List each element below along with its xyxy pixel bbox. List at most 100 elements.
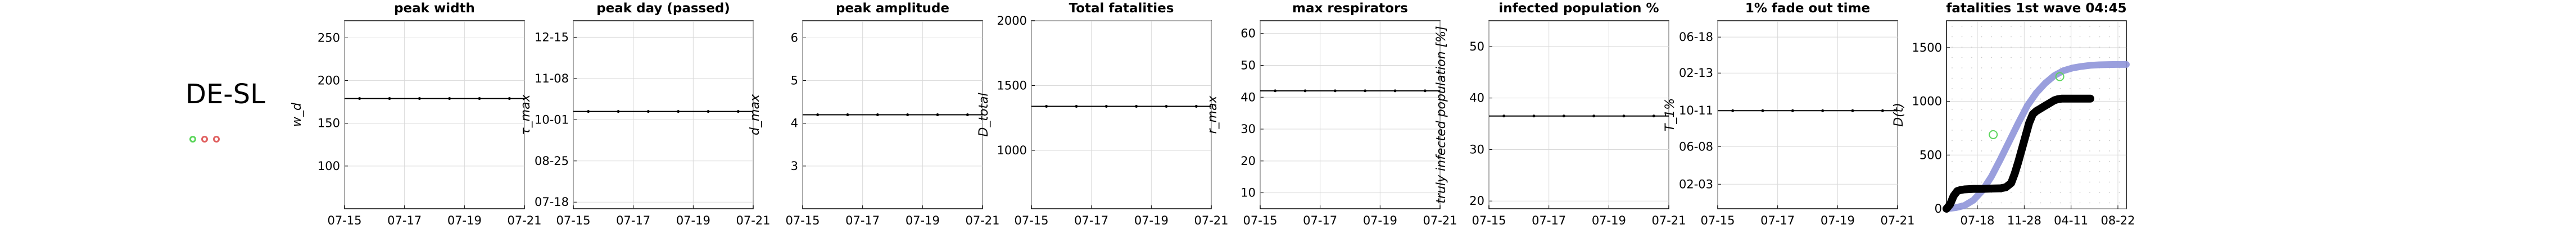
- bg-dot: [2030, 202, 2031, 204]
- bg-dot: [1991, 77, 1992, 79]
- bg-dot: [1991, 202, 1992, 204]
- bg-dot: [1991, 160, 1992, 162]
- bg-dot: [2118, 150, 2120, 152]
- data-point-4-3: [1364, 89, 1367, 93]
- plot-frame-6: [1717, 20, 1898, 209]
- bg-dot: [2089, 160, 2090, 162]
- bg-dot: [2079, 77, 2081, 79]
- chart-title-7: fatalities 1st wave 04:45: [1946, 1, 2126, 16]
- y-tick-label-1-3: 11-08: [535, 72, 569, 85]
- bg-dot: [2000, 140, 2002, 141]
- bg-dot: [2040, 57, 2041, 58]
- bg-dot: [2050, 171, 2051, 172]
- bg-dot: [1971, 140, 1972, 141]
- bg-dot: [2059, 67, 2061, 68]
- data-point-2-2: [876, 113, 879, 116]
- bg-dot: [2020, 77, 2022, 79]
- y-tick-label-4-3: 40: [1241, 90, 1256, 104]
- bg-dot: [2020, 171, 2022, 172]
- bg-dot: [2070, 160, 2071, 162]
- x-tick-label-3-2: 07-19: [1134, 214, 1169, 227]
- bg-dot: [2070, 88, 2071, 89]
- bg-dot: [1961, 171, 1963, 172]
- bg-dot: [2079, 26, 2081, 27]
- bg-dot: [2109, 119, 2110, 121]
- bg-dot: [2109, 150, 2110, 152]
- data-point-3-0: [1045, 104, 1048, 108]
- bg-dot: [1981, 130, 1982, 131]
- x-tick-label-7-3: 08-22: [2100, 214, 2135, 227]
- bg-dot: [2020, 47, 2022, 48]
- bg-dot: [2070, 130, 2071, 131]
- bg-dot: [2070, 202, 2071, 204]
- bg-dot: [2040, 47, 2041, 48]
- data-point-5-2: [1562, 114, 1565, 118]
- bg-dot: [2109, 202, 2110, 204]
- x-tick-label-5-0: 07-15: [1472, 214, 1506, 227]
- y-axis-label-3: D_total: [977, 93, 991, 136]
- bg-dot: [2079, 192, 2081, 193]
- bg-dot: [1981, 98, 1982, 100]
- bg-dot: [2020, 36, 2022, 38]
- bg-dot: [1981, 171, 1982, 172]
- data-point-1-4: [707, 110, 710, 113]
- bg-dot: [2000, 77, 2002, 79]
- bg-dot: [2020, 98, 2022, 100]
- bg-dot: [2109, 26, 2110, 27]
- bg-dot: [1952, 47, 1953, 48]
- bg-dot: [2030, 150, 2031, 152]
- bg-dot: [1961, 36, 1963, 38]
- x-tick-label-1-1: 07-17: [616, 214, 650, 227]
- x-tick-label-0-1: 07-17: [387, 214, 422, 227]
- y-tick-label-0-2: 200: [318, 74, 340, 88]
- data-point-4-5: [1423, 89, 1427, 93]
- bg-dot: [2079, 202, 2081, 204]
- bg-dot: [2079, 171, 2081, 172]
- x-tick-label-2-2: 07-19: [906, 214, 940, 227]
- bg-dot: [2050, 150, 2051, 152]
- bg-dot: [2079, 150, 2081, 152]
- bg-dot: [2118, 109, 2120, 110]
- bg-dot: [2020, 88, 2022, 89]
- bg-dot: [2011, 47, 2012, 48]
- x-tick-label-0-3: 07-21: [507, 214, 541, 227]
- bg-dot: [2011, 109, 2012, 110]
- bg-dot: [2070, 181, 2071, 183]
- bg-dot: [2011, 88, 2012, 89]
- bg-dot: [1991, 140, 1992, 141]
- bg-dot: [2020, 192, 2022, 193]
- y-axis-label-4: r_max: [1206, 95, 1220, 134]
- bg-dot: [2030, 47, 2031, 48]
- bg-dot: [2079, 140, 2081, 141]
- x-tick-label-2-3: 07-21: [965, 214, 999, 227]
- chart-title-5: infected population %: [1498, 1, 1659, 16]
- bg-dot: [1952, 36, 1953, 38]
- bg-dot: [2079, 181, 2081, 183]
- bg-dot: [2118, 57, 2120, 58]
- bg-dot: [2118, 47, 2120, 48]
- bg-dot: [2079, 47, 2081, 48]
- bg-dot: [2089, 26, 2090, 27]
- data-point-6-1: [1761, 109, 1764, 112]
- plot-frame-5: [1488, 20, 1669, 209]
- bg-dot: [1952, 57, 1953, 58]
- x-tick-label-3-1: 07-17: [1074, 214, 1108, 227]
- data-point-3-3: [1135, 104, 1138, 108]
- bg-dot: [1952, 67, 1953, 68]
- bg-dot: [2099, 88, 2100, 89]
- bg-dot: [2020, 67, 2022, 68]
- bg-dot: [1961, 47, 1963, 48]
- y-tick-label-5-1: 30: [1469, 143, 1484, 156]
- y-tick-label-2-3: 6: [791, 31, 798, 44]
- plot-frame-4: [1260, 20, 1441, 209]
- bg-dot: [2118, 192, 2120, 193]
- bg-dot: [2011, 150, 2012, 152]
- bg-dot: [2099, 181, 2100, 183]
- bg-dot: [2011, 119, 2012, 121]
- bg-dot: [2059, 130, 2061, 131]
- bg-dot: [2011, 26, 2012, 27]
- x-tick-label-7-0: 07-18: [1960, 214, 1994, 227]
- bg-dot: [2109, 181, 2110, 183]
- status-dot-green: [189, 136, 196, 143]
- bg-dot: [1971, 160, 1972, 162]
